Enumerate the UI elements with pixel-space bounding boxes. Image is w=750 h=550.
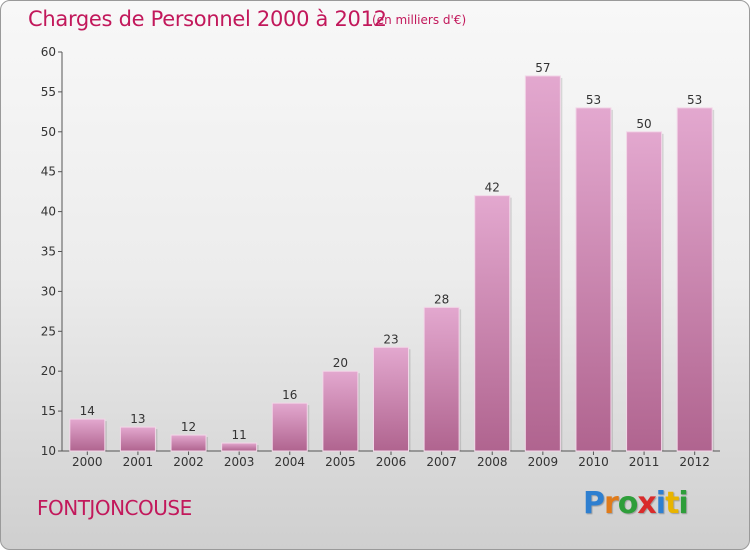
x-tick-label: 2003 [224,455,255,469]
bar-value-label: 53 [586,93,601,107]
logo-letter: x [637,486,656,521]
bar-2009 [524,75,561,452]
logo-letter: i [678,486,688,521]
bar-value-label: 23 [383,332,398,346]
bar-2011 [626,131,663,452]
bar-2005 [322,370,359,452]
bar-value-label: 16 [282,388,297,402]
x-tick-label: 2011 [629,455,660,469]
y-tick-label: 60 [41,45,56,59]
x-tick-label: 2002 [173,455,204,469]
bar-value-label: 42 [485,181,500,195]
bar-2002 [170,434,207,452]
commune-name: FONTJONCOUSE [37,496,192,520]
bar-value-label: 14 [80,404,95,418]
bar-value-label: 53 [687,93,702,107]
x-tick-label: 2005 [325,455,356,469]
bar-value-label: 20 [333,356,348,370]
bar-2001 [119,426,156,452]
data-labels: 14 13 12 11 16 20 23 28 42 57 53 50 53 [80,61,703,442]
bar-2008 [474,195,511,452]
x-tick-label: 2009 [528,455,559,469]
bar-2003 [221,442,258,452]
bar-value-label: 13 [130,412,145,426]
x-tick-label: 2010 [578,455,609,469]
bar-2012 [676,107,713,452]
x-tick-label: 2008 [477,455,508,469]
bar-value-label: 12 [181,420,196,434]
x-tick-label: 2007 [426,455,457,469]
y-tick-label: 45 [41,165,56,179]
x-tick-label: 2006 [376,455,407,469]
proxiti-logo: Proxiti [583,486,689,521]
bar-value-label: 57 [535,61,550,75]
bar-2010 [575,107,612,452]
bar-value-label: 11 [232,428,247,442]
y-tick-label: 30 [41,284,56,298]
logo-letter: o [617,486,639,521]
y-tick-label: 15 [41,404,56,418]
y-tick-label: 50 [41,125,56,139]
logo-letter: P [583,486,605,521]
logo-letter: t [665,486,679,521]
bar-2000 [69,418,106,452]
bar-2007 [423,306,460,452]
chart-title: Charges de Personnel 2000 à 2012 [28,7,387,31]
x-tick-label: 2001 [123,455,154,469]
bars [69,75,715,452]
y-tick-label: 35 [41,245,56,259]
x-tick-label: 2000 [72,455,103,469]
x-tick-label: 2004 [274,455,305,469]
bar-value-label: 28 [434,292,449,306]
x-tick-label: 2012 [679,455,710,469]
y-tick-label: 20 [41,364,56,378]
y-tick-label: 25 [41,324,56,338]
y-tick-label: 40 [41,205,56,219]
logo-letter: r [604,486,619,521]
bar-2004 [271,402,308,452]
logo-letter: i [655,486,666,521]
y-tick-label: 55 [41,85,56,99]
y-tick-label: 10 [41,444,56,458]
bar-value-label: 50 [636,117,651,131]
chart-subtitle: (en milliers d'€) [372,13,467,27]
axes: 10 15 20 25 30 35 40 45 50 55 60 2000 2001 2002 2003 20… [41,45,720,469]
bar-2006 [373,346,409,452]
